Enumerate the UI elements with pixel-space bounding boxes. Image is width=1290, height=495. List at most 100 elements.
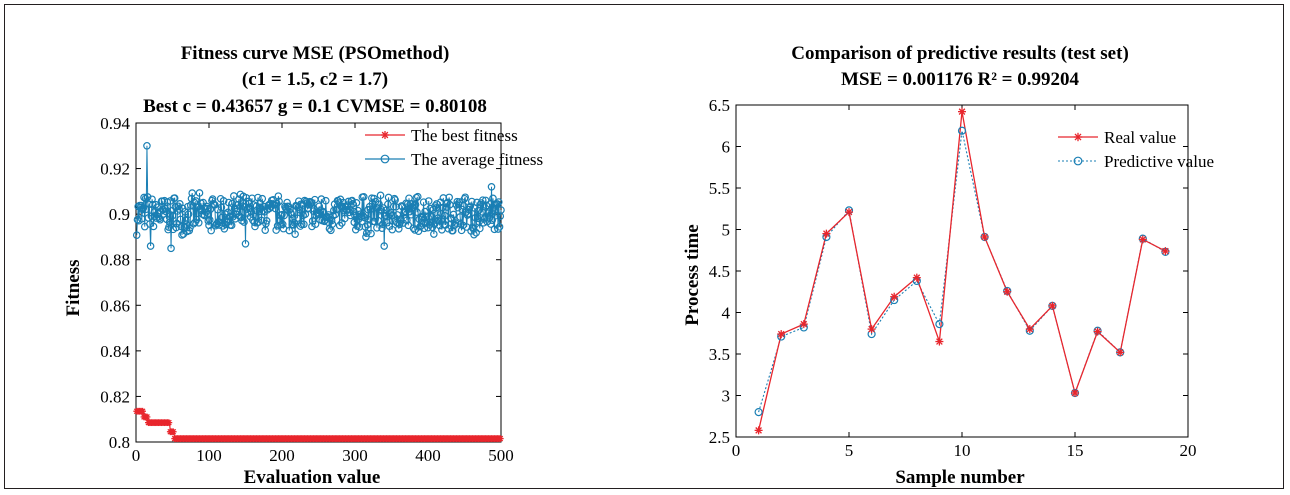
- average-fitness-point: [207, 226, 215, 235]
- average-fitness-point: [217, 203, 226, 212]
- left-axes-box: [135, 122, 502, 443]
- average-fitness-point: [262, 217, 271, 225]
- average-fitness-point: [486, 220, 495, 228]
- average-fitness-point: [352, 199, 361, 207]
- average-fitness-point: [497, 206, 505, 214]
- right-x-tick-label: 0: [732, 441, 741, 460]
- right-y-tick-label: 3.5: [709, 345, 730, 364]
- average-fitness-point: [489, 194, 497, 203]
- right-y-tick-label: 4: [722, 304, 731, 323]
- left-x-axis-label: Evaluation value: [244, 467, 381, 488]
- average-fitness-point: [360, 213, 369, 222]
- average-fitness-point: [273, 199, 281, 208]
- average-fitness-point: [224, 198, 233, 207]
- average-fitness-point: [146, 242, 155, 250]
- left-y-tick-label: 0.8: [109, 433, 130, 452]
- figure-frame: Fitness curve MSE (PSOmethod) (c1 = 1.5,…: [4, 4, 1284, 489]
- average-fitness-point: [297, 220, 306, 229]
- average-fitness-point: [172, 223, 180, 232]
- average-fitness-point: [459, 221, 467, 230]
- average-fitness-point: [148, 195, 156, 204]
- average-fitness-point: [344, 197, 353, 206]
- average-fitness-point: [488, 216, 497, 224]
- left-plot-area: 0 100 200 300 400 500 0.8 0.82 0.84 0.86 0.88 0.9 0.…: [100, 114, 543, 465]
- average-fitness-point: [165, 218, 174, 227]
- average-fitness-point: [219, 197, 228, 205]
- average-fitness-point: [430, 230, 438, 238]
- left-x-tick-label: 0: [132, 446, 141, 465]
- average-fitness-point: [296, 222, 305, 230]
- real-value-point: [1161, 247, 1170, 256]
- average-fitness-point: [413, 192, 422, 201]
- average-fitness-point: [235, 212, 244, 220]
- left-x-tick-label: 400: [415, 446, 441, 465]
- left-y-tick-label: 0.92: [100, 160, 130, 179]
- average-fitness-point: [416, 223, 424, 231]
- average-fitness-point: [349, 207, 358, 216]
- average-fitness-point: [205, 215, 214, 224]
- right-y-tick-label: 4.5: [709, 262, 730, 281]
- average-fitness-point: [442, 199, 451, 208]
- legend-marker-real: [1073, 132, 1083, 142]
- right-title-line-1: Comparison of predictive results (test s…: [791, 43, 1129, 64]
- average-fitness-point: [493, 200, 502, 208]
- left-title-line-3: Best c = 0.43657 g = 0.1 CVMSE = 0.80108: [143, 96, 487, 117]
- average-fitness-point: [315, 202, 324, 211]
- predictive-value-point: [754, 408, 763, 417]
- legend-label-real: Real value: [1104, 128, 1176, 147]
- right-x-tick-label: 10: [954, 441, 971, 460]
- left-title-line-1: Fitness curve MSE (PSOmethod): [181, 43, 450, 64]
- average-fitness-point: [376, 191, 385, 200]
- real-value-point: [1138, 235, 1147, 244]
- average-fitness-point: [492, 211, 500, 220]
- real-value-point: [845, 208, 853, 217]
- average-fitness-point: [445, 193, 453, 202]
- average-fitness-point: [234, 200, 243, 209]
- average-fitness-point: [287, 210, 296, 219]
- average-fitness-point: [443, 198, 452, 207]
- average-fitness-point: [251, 222, 259, 231]
- left-x-tick-label: 300: [342, 446, 368, 465]
- left-y-tick-label: 0.88: [100, 251, 130, 270]
- average-fitness-point: [167, 244, 175, 253]
- left-x-tick-label: 500: [488, 446, 514, 465]
- average-fitness-point: [456, 213, 464, 221]
- average-fitness-point: [457, 226, 466, 235]
- average-fitness-point: [293, 214, 302, 223]
- average-fitness-point: [188, 189, 197, 197]
- right-plot-area: 0 5 10 15 20 2.5 3 3.5 4 4.5 5 5.5 6 6.5 Real value Pre…: [709, 96, 1214, 460]
- average-fitness-point: [140, 193, 148, 202]
- legend-label-best: The best fitness: [411, 126, 518, 145]
- real-value-point: [1071, 389, 1079, 398]
- right-x-tick-label: 5: [845, 441, 854, 460]
- average-fitness-point: [362, 233, 370, 241]
- best-fitness-point: [165, 419, 173, 427]
- right-y-tick-label: 5.5: [709, 179, 730, 198]
- average-fitness-point: [240, 218, 248, 226]
- real-value-point: [980, 232, 989, 241]
- average-fitness-point: [363, 220, 372, 229]
- average-fitness-point: [328, 220, 337, 228]
- average-fitness-point: [247, 207, 256, 216]
- real-value-point: [754, 426, 763, 435]
- predictive-value-point: [935, 320, 944, 329]
- average-fitness-point: [285, 226, 294, 235]
- average-fitness-point: [291, 230, 299, 238]
- left-y-tick-label: 0.84: [100, 342, 130, 361]
- right-legend: Real value Predictive value: [1058, 128, 1214, 171]
- average-fitness-point: [259, 206, 267, 215]
- average-fitness-point: [394, 224, 403, 233]
- real-value-point: [958, 107, 966, 116]
- average-fitness-point: [181, 216, 190, 225]
- left-y-tick-label: 0.82: [100, 387, 130, 406]
- right-y-tick-label: 3: [722, 387, 731, 406]
- average-fitness-point: [203, 204, 212, 213]
- real-value-point: [1025, 325, 1034, 334]
- average-fitness-point: [389, 211, 397, 220]
- real-value-point: [1093, 327, 1102, 336]
- average-fitness-point: [413, 208, 421, 216]
- best-fitness-point: [169, 428, 177, 436]
- real-value-point: [1048, 301, 1057, 310]
- right-y-tick-label: 5: [722, 221, 731, 240]
- average-fitness-point: [435, 217, 443, 225]
